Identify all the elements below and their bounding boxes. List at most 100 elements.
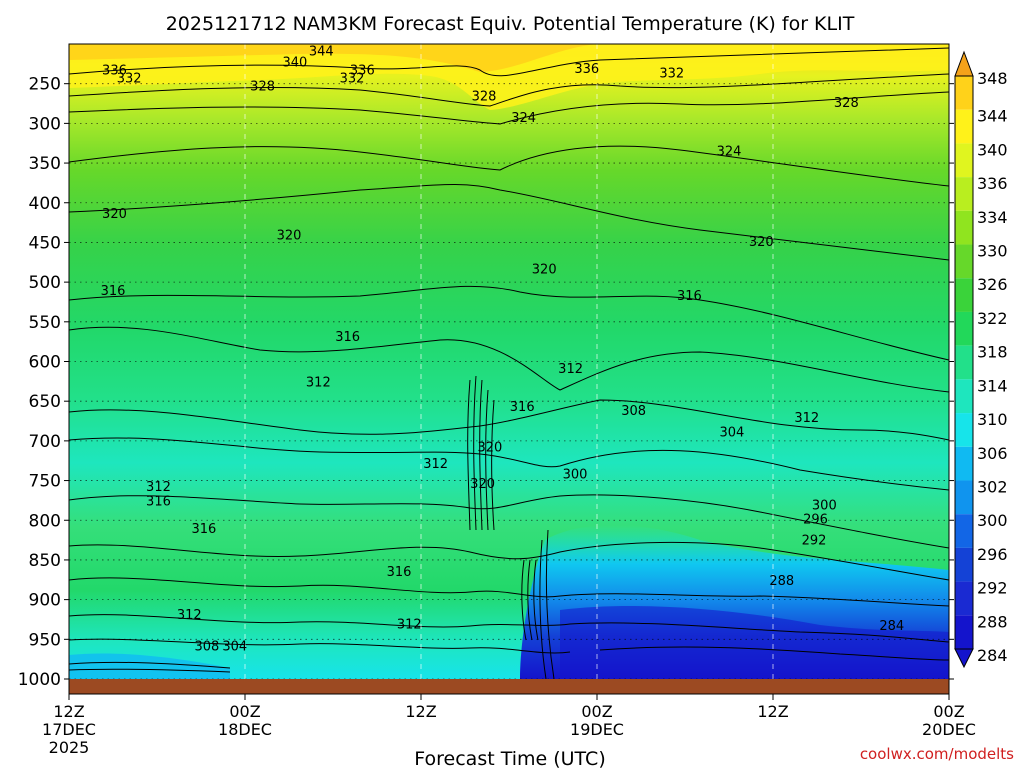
contour-label: 300 xyxy=(812,498,837,513)
colorbar-segment xyxy=(955,244,973,279)
contour-label: 304 xyxy=(720,425,745,440)
contour-label: 312 xyxy=(794,411,819,426)
x-tick-label: 17DEC xyxy=(42,720,96,739)
contour-label: 332 xyxy=(117,71,142,86)
y-tick-label: 250 xyxy=(29,75,61,95)
y-tick-label: 500 xyxy=(29,273,61,293)
colorbar-label: 292 xyxy=(977,579,1008,598)
contour-label: 316 xyxy=(387,565,412,580)
y-axis: 250 300 350 400 450 500 550 600 650 700 750 800 850 9… xyxy=(18,75,954,690)
contour-label: 320 xyxy=(102,207,127,222)
contour-label: 312 xyxy=(146,480,171,495)
x-tick-label: 2025 xyxy=(49,738,90,757)
y-tick-label: 450 xyxy=(29,233,61,253)
colorbar-segment xyxy=(955,446,973,481)
contour-label: 320 xyxy=(532,263,557,278)
contour-label: 340 xyxy=(282,55,307,70)
credit-text: coolwx.com/modelts xyxy=(860,745,1014,763)
colorbar-label: 326 xyxy=(977,275,1008,294)
contour-lines xyxy=(69,47,949,679)
x-tick-label: 00Z xyxy=(581,702,612,721)
contour-label: 312 xyxy=(177,608,202,623)
contour-label: 316 xyxy=(335,330,360,345)
colorbar-label: 322 xyxy=(977,309,1008,328)
y-tick-label: 400 xyxy=(29,194,61,214)
x-tick-label: 19DEC xyxy=(570,720,624,739)
x-tick-label: 00Z xyxy=(229,702,260,721)
contour-label: 304 xyxy=(222,640,247,655)
contour-label: 308 xyxy=(621,404,646,419)
colorbar-segment xyxy=(955,311,973,346)
contour-label: 332 xyxy=(659,67,684,82)
contour-label: 324 xyxy=(717,144,742,159)
surface-cool-pool xyxy=(69,653,230,679)
colorbar-segment xyxy=(955,480,973,515)
colorbar-segment xyxy=(955,109,973,144)
contour-label: 312 xyxy=(397,617,422,632)
ground-strip xyxy=(69,679,949,694)
colorbar-segment xyxy=(955,581,973,616)
colorbar-label: 336 xyxy=(977,174,1008,193)
contour-label: 296 xyxy=(803,513,828,528)
colorbar: 348 344 340 336 334 330 326 322 318 314 310 306 302 3… xyxy=(954,50,1008,669)
high-theta-band xyxy=(69,44,949,110)
y-tick-label: 350 xyxy=(29,154,61,174)
colorbar-top-arrow xyxy=(954,50,974,77)
y-tick-label: 600 xyxy=(29,353,61,373)
contour-label: 336 xyxy=(102,63,127,78)
contour-label: 312 xyxy=(306,375,331,390)
colorbar-bottom-arrow xyxy=(954,648,974,669)
contour-label: 316 xyxy=(146,494,171,509)
colorbar-label: 344 xyxy=(977,107,1008,126)
contour-label: 344 xyxy=(309,44,334,59)
x-tick-label: 12Z xyxy=(757,702,788,721)
colorbar-segment xyxy=(955,76,973,110)
colorbar-segment xyxy=(955,514,973,548)
contour-label: 300 xyxy=(563,467,588,482)
x-tick-label: 18DEC xyxy=(218,720,272,739)
highest-theta-band xyxy=(69,44,600,72)
x-tick-label: 12Z xyxy=(405,702,436,721)
contour-label: 328 xyxy=(834,96,859,111)
colorbar-label: 306 xyxy=(977,444,1008,463)
contour-label: 316 xyxy=(677,289,702,304)
contour-label: 316 xyxy=(101,284,126,299)
contour-label: 312 xyxy=(423,457,448,472)
y-tick-label: 750 xyxy=(29,472,61,492)
contour-label: 320 xyxy=(277,229,302,244)
contour-label: 284 xyxy=(879,619,904,634)
contour-label: 332 xyxy=(340,71,365,86)
colorbar-segment xyxy=(955,379,973,414)
colorbar-segment xyxy=(955,278,973,312)
contour-label: 328 xyxy=(250,79,275,94)
contour-label: 320 xyxy=(749,235,774,250)
contour-label: 316 xyxy=(510,400,535,415)
y-tick-label: 900 xyxy=(29,591,61,611)
contour-label: 328 xyxy=(472,90,497,105)
y-tick-label: 300 xyxy=(29,114,61,134)
y-tick-label: 650 xyxy=(29,392,61,412)
contour-label: 316 xyxy=(192,522,217,537)
colorbar-segment xyxy=(955,615,973,649)
colorbar-label: 340 xyxy=(977,140,1008,159)
colorbar-label: 300 xyxy=(977,511,1008,530)
colorbar-label: 334 xyxy=(977,208,1008,227)
y-tick-label: 550 xyxy=(29,313,61,333)
contour-label: 320 xyxy=(470,477,495,492)
contour-label: 336 xyxy=(350,63,375,78)
y-tick-label: 800 xyxy=(29,511,61,531)
colorbar-label: 314 xyxy=(977,376,1008,395)
contour-label: 308 xyxy=(194,640,219,655)
colorbar-segment xyxy=(955,345,973,380)
contour-label: 320 xyxy=(478,440,503,455)
contour-label: 312 xyxy=(558,362,583,377)
contour-label: 336 xyxy=(574,62,599,77)
colorbar-label: 330 xyxy=(977,242,1008,261)
plot-border xyxy=(68,43,950,695)
colorbar-label: 310 xyxy=(977,410,1008,429)
contour-label: 288 xyxy=(769,574,794,589)
